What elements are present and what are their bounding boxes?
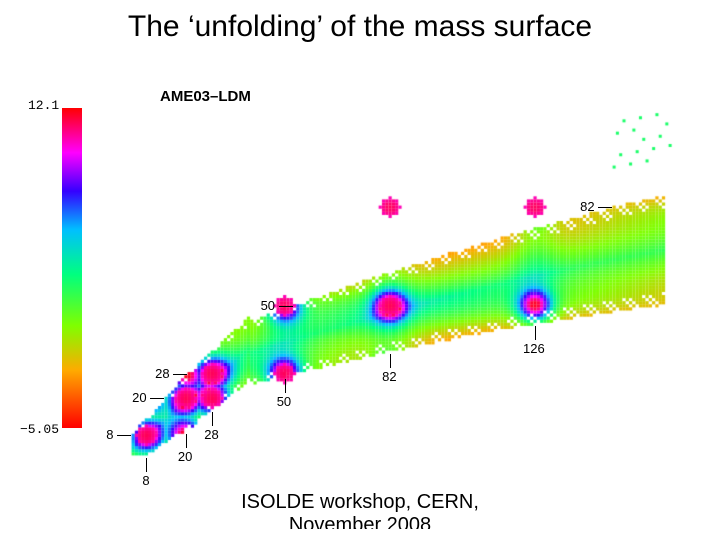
x-tick-line xyxy=(146,458,147,472)
y-tick-line xyxy=(117,435,131,436)
x-tick-label: 50 xyxy=(277,394,291,409)
y-tick-line xyxy=(598,207,612,208)
y-tick-label: 82 xyxy=(580,199,594,214)
colorbar-max-label: 12.1 xyxy=(28,98,59,113)
y-tick-label: 8 xyxy=(106,427,113,442)
x-tick-label: 8 xyxy=(142,473,149,488)
x-tick-line xyxy=(535,326,536,340)
y-tick-line xyxy=(173,374,187,375)
y-tick-label: 20 xyxy=(132,390,146,405)
x-tick-line xyxy=(212,412,213,426)
y-tick-label: 28 xyxy=(155,366,169,381)
y-tick-line xyxy=(150,398,164,399)
footer-line-2: November 2008 xyxy=(289,515,431,529)
x-tick-label: 28 xyxy=(204,427,218,442)
colorbar-min-label: −5.05 xyxy=(20,422,59,437)
x-tick-line xyxy=(186,434,187,448)
x-tick-label: 20 xyxy=(178,449,192,464)
y-tick-label: 50 xyxy=(261,298,275,313)
x-tick-label: 126 xyxy=(523,341,545,356)
plot-area: 820285082126820285082 xyxy=(120,90,680,460)
y-tick-line xyxy=(279,306,293,307)
x-tick-line xyxy=(285,379,286,393)
x-tick-label: 82 xyxy=(382,369,396,384)
x-tick-line xyxy=(390,354,391,368)
heatmap-canvas xyxy=(120,90,680,460)
page-title: The ‘unfolding’ of the mass surface xyxy=(0,10,720,44)
colorbar xyxy=(62,108,82,428)
footer-line-1: ISOLDE workshop, CERN, xyxy=(241,491,479,513)
footer: ISOLDE workshop, CERN, November 2008 xyxy=(0,492,720,534)
